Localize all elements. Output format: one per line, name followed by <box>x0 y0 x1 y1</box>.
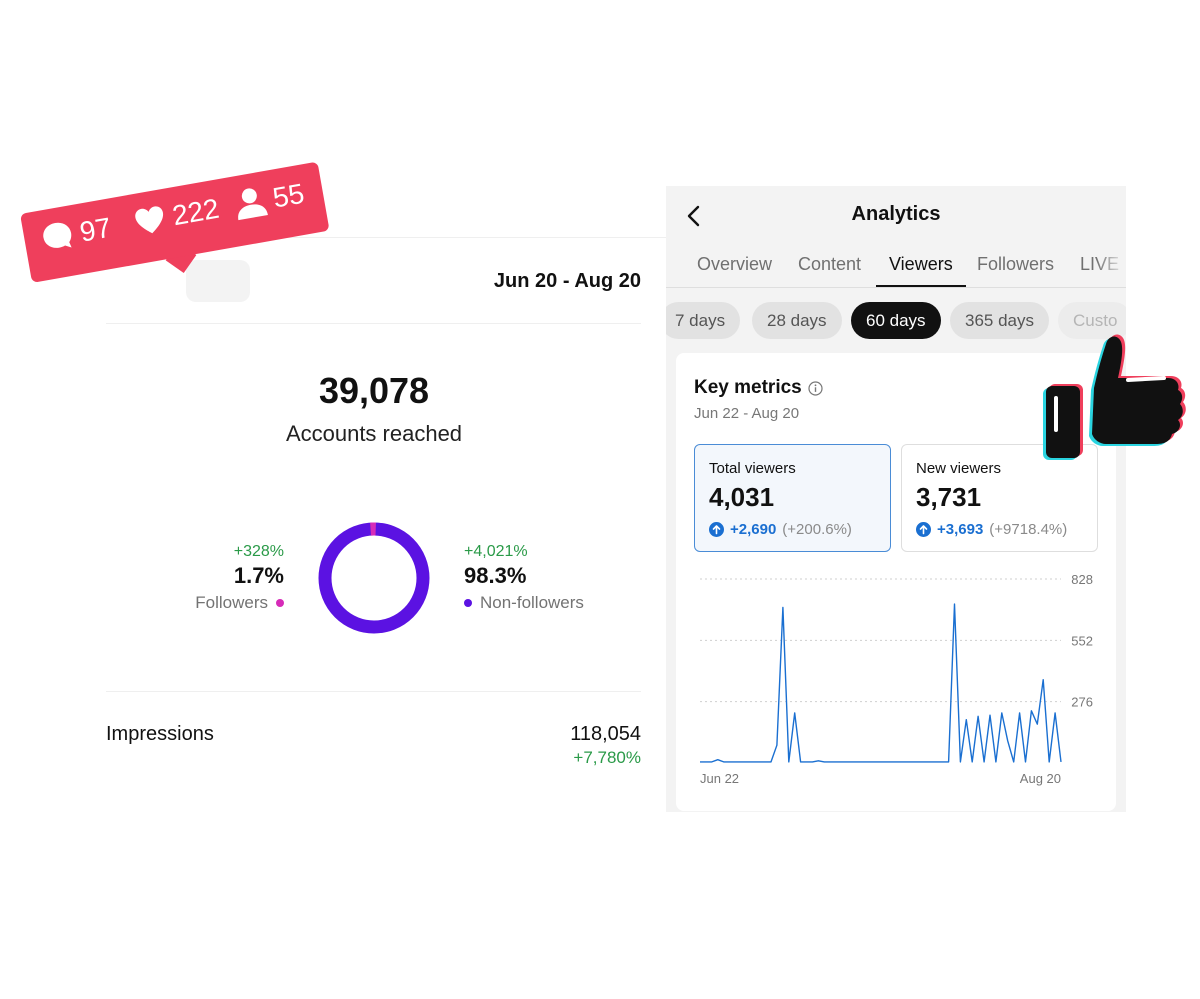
range-28-days[interactable]: 28 days <box>752 302 842 339</box>
total-viewers-change: +2,690 (+200.6%) <box>709 521 852 538</box>
followers-legend: Followers <box>195 593 284 613</box>
page-title: Analytics <box>851 203 941 225</box>
tab-viewers[interactable]: Viewers <box>889 254 953 274</box>
total-viewers-label: Total viewers <box>709 460 796 477</box>
new-viewers-change-pct: (+9718.4%) <box>989 521 1068 538</box>
y-tick-label: 828 <box>1071 572 1093 587</box>
heart-icon <box>135 206 164 234</box>
accounts-reached-label: Accounts reached <box>285 421 463 446</box>
tab-followers[interactable]: Followers <box>977 254 1055 274</box>
comment-icon <box>43 222 72 248</box>
badge-comments: 97 <box>38 211 114 257</box>
key-metrics-title: Key metrics <box>694 377 823 399</box>
range-7-days[interactable]: 7 days <box>666 302 741 339</box>
followers-stat: +328% 1.7% Followers <box>195 543 284 613</box>
accounts-reached-value: 39,078 <box>318 370 430 411</box>
new-viewers-card[interactable]: New viewers 3,731 +3,693 (+9718.4%) <box>901 444 1098 552</box>
tab-bar: Overview Content Viewers Followers LIVE <box>666 242 1126 288</box>
followers-dot <box>276 599 284 607</box>
new-viewers-label: New viewers <box>916 460 1002 477</box>
non-followers-percent: 98.3% <box>464 563 527 588</box>
key-metrics-date-range: Jun 22 - Aug 20 <box>694 405 800 422</box>
notification-badge: 97 222 55 <box>20 161 330 283</box>
followers-label: Followers <box>195 593 268 612</box>
total-viewers-card[interactable]: Total viewers 4,031 +2,690 (+200.6%) <box>694 444 891 552</box>
person-icon <box>238 188 268 221</box>
range-custom[interactable]: Custo <box>1058 302 1126 339</box>
tab-overview[interactable]: Overview <box>697 254 773 274</box>
followers-percent: 1.7% <box>233 563 284 588</box>
x-tick-label: Jun 22 <box>700 771 739 786</box>
new-viewers-change: +3,693 (+9718.4%) <box>916 521 1067 538</box>
active-tab-indicator <box>876 285 966 287</box>
arrow-up-circle-icon <box>916 522 931 537</box>
non-followers-dot <box>464 599 472 607</box>
followers-count: 55 <box>270 177 307 214</box>
non-followers-label: Non-followers <box>480 593 584 612</box>
total-viewers-change-abs: +2,690 <box>730 521 777 538</box>
donut-followers-arc <box>318 522 430 634</box>
non-followers-legend: Non-followers <box>464 593 584 613</box>
likes-count: 222 <box>169 192 222 232</box>
total-viewers-value: 4,031 <box>709 482 775 512</box>
impressions-label: Impressions <box>106 723 214 745</box>
date-range[interactable]: Jun 20 - Aug 20 <box>493 270 641 292</box>
key-metrics-title-text: Key metrics <box>694 377 802 398</box>
impressions-value: 118,054 <box>570 723 641 745</box>
divider <box>85 237 666 238</box>
tab-content[interactable]: Content <box>798 254 862 274</box>
badge-followers: 55 <box>231 177 307 223</box>
divider <box>666 287 1126 288</box>
donut-nonfollowers-arc <box>318 522 430 634</box>
new-viewers-value: 3,731 <box>916 482 982 512</box>
total-viewers-change-pct: (+200.6%) <box>782 521 852 538</box>
viewers-line-chart: 276 552 828 Jun 22 Aug 20 <box>700 572 1093 786</box>
divider <box>106 691 641 692</box>
instagram-insights-panel: Jun 20 - Aug 20 39,078 Accounts reached … <box>85 237 666 767</box>
tiktok-analytics-panel: Analytics Overview Content Viewers Follo… <box>666 186 1126 812</box>
chevron-left-icon[interactable] <box>684 204 704 228</box>
audience-donut-chart <box>318 522 430 634</box>
range-60-days[interactable]: 60 days <box>851 302 941 339</box>
range-365-days[interactable]: 365 days <box>950 302 1049 339</box>
new-viewers-change-abs: +3,693 <box>937 521 984 538</box>
arrow-up-circle-icon <box>709 522 724 537</box>
badge-likes: 222 <box>130 192 221 241</box>
divider <box>106 323 641 324</box>
y-tick-label: 552 <box>1071 633 1093 648</box>
info-icon[interactable] <box>808 380 823 396</box>
non-followers-stat: +4,021% 98.3% Non-followers <box>464 543 584 613</box>
viewers-series-line <box>700 603 1062 763</box>
impressions-change: +7,780% <box>573 748 641 767</box>
tab-scroll-fade <box>1096 242 1126 286</box>
filter-pill[interactable] <box>186 260 250 302</box>
y-tick-label: 276 <box>1071 695 1093 710</box>
followers-change: +328% <box>233 543 284 560</box>
thumbs-up-icon <box>1043 334 1186 460</box>
non-followers-change: +4,021% <box>464 543 528 560</box>
x-tick-label: Aug 20 <box>1020 771 1061 786</box>
comments-count: 97 <box>77 211 114 248</box>
key-metrics-card: Key metrics Jun 22 - Aug 20 Total viewer… <box>676 353 1116 811</box>
